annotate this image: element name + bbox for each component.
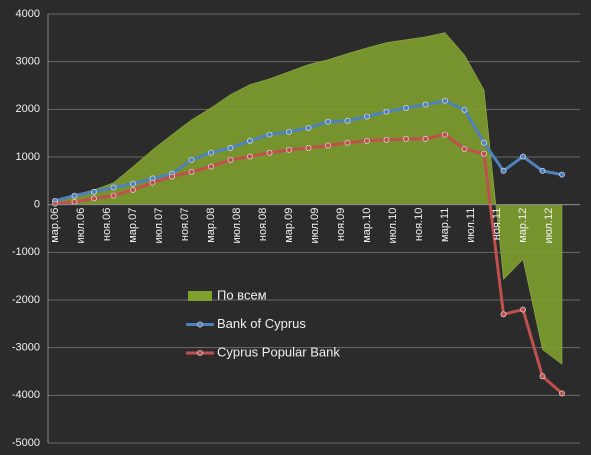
marker [110, 192, 117, 199]
x-tick-label: июл.10 [387, 208, 399, 244]
marker [71, 192, 78, 199]
marker [286, 128, 292, 135]
y-tick-label: 2000 [16, 103, 40, 115]
marker [266, 149, 273, 156]
marker [344, 117, 351, 124]
legend-marker [197, 350, 203, 356]
legend-marker [197, 321, 203, 328]
marker [364, 113, 370, 120]
marker [91, 195, 97, 202]
x-tick-label: ноя.07 [179, 208, 191, 241]
marker [247, 153, 253, 160]
marker [481, 139, 487, 146]
marker [520, 306, 526, 313]
marker [364, 137, 370, 144]
marker [227, 156, 234, 163]
marker [461, 145, 468, 152]
marker [208, 149, 214, 156]
x-tick-label: мар.06 [49, 208, 61, 243]
marker [188, 168, 195, 175]
x-tick-label: мар.08 [205, 208, 217, 243]
marker [344, 139, 351, 146]
marker [403, 105, 409, 111]
x-tick-label: июл.09 [309, 208, 321, 244]
x-tick-label: мар.10 [361, 208, 373, 243]
marker [422, 101, 429, 108]
marker [188, 156, 195, 163]
marker [481, 150, 487, 157]
x-tick-label: мар.09 [283, 208, 295, 243]
y-tick-label: -3000 [12, 342, 40, 354]
legend-label: По всем [217, 287, 267, 302]
marker [461, 106, 468, 113]
marker [91, 188, 97, 195]
marker [71, 198, 78, 205]
x-tick-label: ноя.06 [101, 208, 113, 241]
marker [442, 97, 448, 104]
x-tick-label: июл.12 [543, 208, 555, 244]
x-tick-label: ноя.09 [335, 208, 347, 241]
y-tick-label: 4000 [16, 8, 40, 20]
y-tick-label: 1000 [16, 151, 40, 163]
marker [286, 146, 292, 153]
marker [500, 311, 507, 318]
legend: По всем Bank of Cyprus Cyprus Popular Bank [186, 287, 340, 359]
y-tick-label: -2000 [12, 294, 40, 306]
y-tick-label: -5000 [12, 437, 40, 449]
marker [403, 135, 409, 142]
marker [442, 131, 448, 138]
marker [383, 136, 390, 143]
y-tick-label: -1000 [12, 246, 40, 258]
plot [52, 32, 565, 397]
marker [325, 118, 331, 125]
x-tick-label: мар.07 [127, 208, 139, 243]
y-tick-label: -4000 [12, 389, 40, 401]
x-tick-label: ноя.08 [257, 208, 269, 241]
x-tick-label: мар.11 [439, 208, 451, 242]
marker [130, 180, 136, 187]
y-tick-label: 0 [34, 199, 40, 211]
marker [149, 179, 156, 186]
marker [208, 163, 214, 170]
x-tick-label: ноя.10 [413, 208, 425, 241]
marker [110, 184, 117, 191]
marker [305, 145, 312, 151]
legend-label: Cyprus Popular Bank [217, 344, 340, 359]
legend-label: Bank of Cyprus [217, 316, 306, 331]
marker [422, 135, 429, 142]
axes: -5000 -4000 -3000 -2000 -1000 0 1000 2000 3000 40… [12, 8, 580, 449]
marker [559, 390, 565, 397]
x-tick-label: июл.07 [153, 208, 165, 244]
marker [383, 108, 390, 115]
marker [130, 186, 136, 193]
marker [169, 173, 175, 180]
marker [539, 373, 546, 380]
y-tick-label: 3000 [16, 56, 40, 68]
x-tick-label: мар.12 [517, 208, 529, 243]
marker [247, 137, 253, 144]
marker [52, 200, 58, 207]
x-tick-label: ноя.11 [491, 208, 503, 241]
x-tick-label: июл.06 [75, 208, 87, 244]
marker [266, 131, 273, 138]
marker [500, 167, 507, 174]
marker [559, 171, 565, 178]
x-tick-label: июл.11 [465, 208, 477, 243]
area [54, 32, 563, 365]
marker [520, 153, 526, 160]
marker [325, 142, 331, 149]
marker [539, 167, 546, 174]
x-tick-label: июл.08 [231, 208, 243, 244]
legend-swatch [188, 291, 212, 301]
marker [305, 125, 312, 131]
marker [227, 145, 234, 151]
